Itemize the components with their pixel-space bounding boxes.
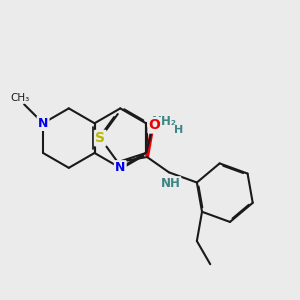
Text: NH₂: NH₂	[152, 115, 177, 128]
Text: S: S	[95, 131, 105, 145]
Text: H: H	[174, 125, 183, 135]
Text: N: N	[38, 117, 48, 130]
Text: O: O	[149, 118, 161, 132]
Text: N: N	[115, 161, 125, 174]
Text: CH₃: CH₃	[10, 93, 29, 103]
Text: NH: NH	[160, 177, 180, 190]
